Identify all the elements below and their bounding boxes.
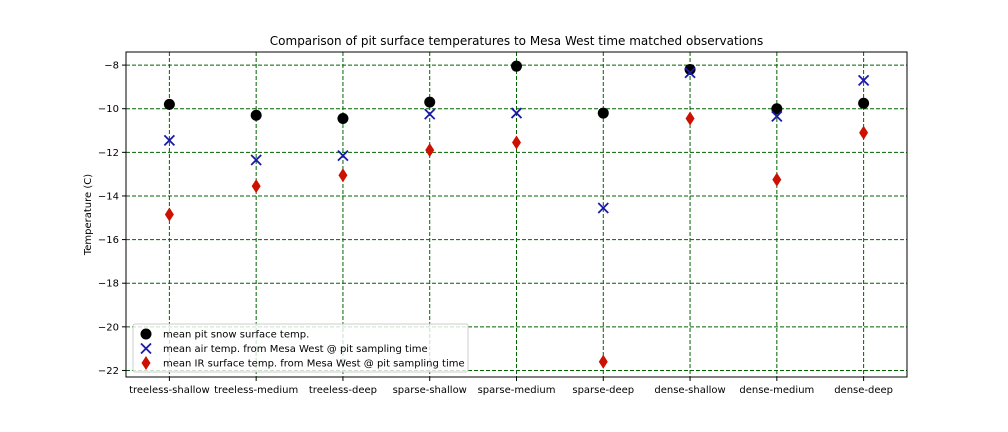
x-tick-label: sparse-deep <box>572 385 634 396</box>
x-tick-label: treeless-medium <box>214 385 298 396</box>
y-tick-label: −8 <box>104 61 119 72</box>
point-diamond <box>164 207 174 222</box>
point-diamond <box>512 135 521 150</box>
legend: mean pit snow surface temp. mean air temp… <box>132 323 469 373</box>
y-tick-label: −10 <box>98 104 119 115</box>
legend-marker <box>140 342 152 355</box>
y-tick-label: −16 <box>98 235 119 246</box>
point-diamond <box>772 172 782 187</box>
point-x <box>684 67 696 79</box>
plot-frame <box>125 51 908 378</box>
x-tick-label: sparse-medium <box>478 385 556 396</box>
point-circle <box>858 97 870 109</box>
x-tick-label: sparse-shallow <box>393 385 467 396</box>
legend-marker <box>141 356 151 370</box>
y-tick-label: −12 <box>98 148 119 159</box>
x-tick-label: dense-deep <box>834 385 893 396</box>
data-points <box>163 60 870 369</box>
point-x <box>857 74 870 86</box>
point-circle <box>337 113 349 125</box>
point-x <box>510 107 523 119</box>
point-x <box>424 108 436 120</box>
y-tick-label: −14 <box>98 191 119 202</box>
point-x <box>250 154 262 166</box>
point-circle <box>684 63 696 75</box>
point-circle <box>424 96 436 108</box>
y-tick-label: −20 <box>98 322 119 333</box>
point-circle <box>511 60 522 72</box>
x-tick-label: dense-shallow <box>654 385 725 396</box>
y-tick-label: −18 <box>98 279 119 290</box>
point-circle <box>163 98 175 110</box>
y-ticks: −22 −20 −18 −16 −14 −12 −10 −8 <box>98 61 126 377</box>
legend-marker <box>140 328 152 340</box>
point-circle <box>250 109 262 121</box>
point-circle <box>771 103 783 115</box>
legend-label: mean pit snow surface temp. <box>163 330 309 341</box>
y-tick-label: −22 <box>98 366 119 377</box>
point-x <box>597 202 609 214</box>
point-diamond <box>338 168 348 183</box>
point-diamond <box>685 111 695 126</box>
legend-label: mean IR surface temp. from Mesa West @ p… <box>163 359 465 370</box>
point-x <box>771 110 783 122</box>
point-diamond <box>425 143 435 158</box>
point-diamond <box>859 125 869 140</box>
x-tick-label: dense-medium <box>739 385 814 396</box>
chart-title: Comparison of pit surface temperatures t… <box>270 34 763 48</box>
legend-label: mean air temp. from Mesa West @ pit samp… <box>163 344 428 355</box>
point-circle <box>597 107 609 119</box>
y-axis-label: Temperature (C) <box>83 174 94 256</box>
x-tick-label: treeless-shallow <box>129 385 210 396</box>
point-diamond <box>598 354 608 369</box>
point-diamond <box>251 179 261 194</box>
x-ticks: treeless-shallow treeless-medium treeless-… <box>129 377 893 396</box>
legend-box <box>132 323 469 373</box>
point-x <box>337 149 349 162</box>
point-x <box>163 134 176 146</box>
x-tick-label: treeless-deep <box>309 385 377 396</box>
